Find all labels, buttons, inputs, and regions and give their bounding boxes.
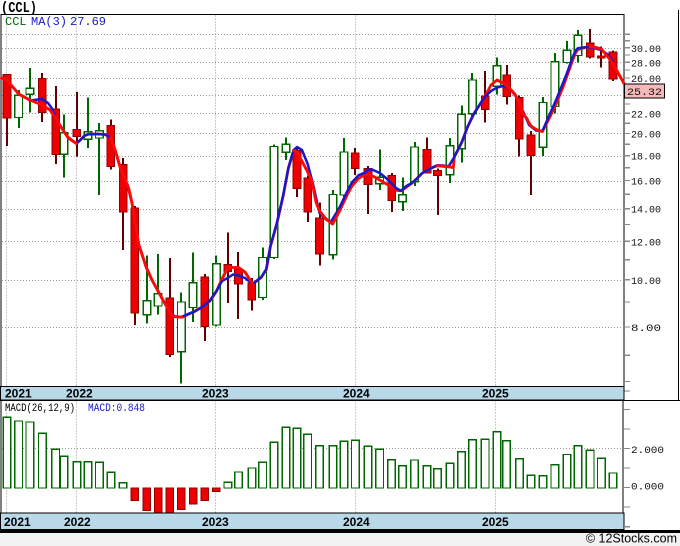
svg-text:30.00: 30.00	[631, 44, 661, 56]
svg-text:16.00: 16.00	[631, 177, 661, 189]
svg-text:28.00: 28.00	[631, 58, 661, 70]
svg-text:2025: 2025	[482, 387, 509, 401]
svg-text:MA(3): MA(3)	[31, 15, 67, 29]
svg-text:25.32: 25.32	[627, 87, 662, 99]
svg-text:2022: 2022	[66, 387, 93, 401]
svg-text:8.00: 8.00	[631, 323, 661, 335]
svg-text:18.00: 18.00	[631, 152, 661, 164]
svg-text:10.00: 10.00	[631, 276, 661, 288]
svg-text:26.00: 26.00	[631, 74, 661, 86]
svg-text:0.000: 0.000	[631, 482, 664, 494]
svg-text:2024: 2024	[343, 387, 370, 401]
svg-text:CCL: CCL	[5, 15, 27, 29]
svg-text:22.00: 22.00	[631, 109, 661, 121]
svg-text:2023: 2023	[202, 515, 229, 529]
svg-text:12.00: 12.00	[631, 237, 661, 249]
svg-text:2024: 2024	[343, 515, 370, 529]
svg-text:2023: 2023	[202, 387, 229, 401]
svg-text:27.69: 27.69	[70, 15, 106, 29]
svg-text:2021: 2021	[4, 515, 31, 529]
svg-text:2.000: 2.000	[631, 445, 664, 457]
svg-text:MACD(26,12,9): MACD(26,12,9)	[5, 403, 75, 415]
svg-text:2021: 2021	[5, 387, 32, 401]
svg-text:(CCL): (CCL)	[1, 0, 37, 17]
svg-text:20.00: 20.00	[631, 129, 661, 141]
svg-text:14.00: 14.00	[631, 205, 661, 217]
svg-text:2022: 2022	[64, 515, 91, 529]
svg-text:© 12Stocks.com: © 12Stocks.com	[586, 532, 677, 546]
svg-text:2025: 2025	[482, 515, 509, 529]
svg-text:MACD:0.848: MACD:0.848	[88, 403, 145, 415]
